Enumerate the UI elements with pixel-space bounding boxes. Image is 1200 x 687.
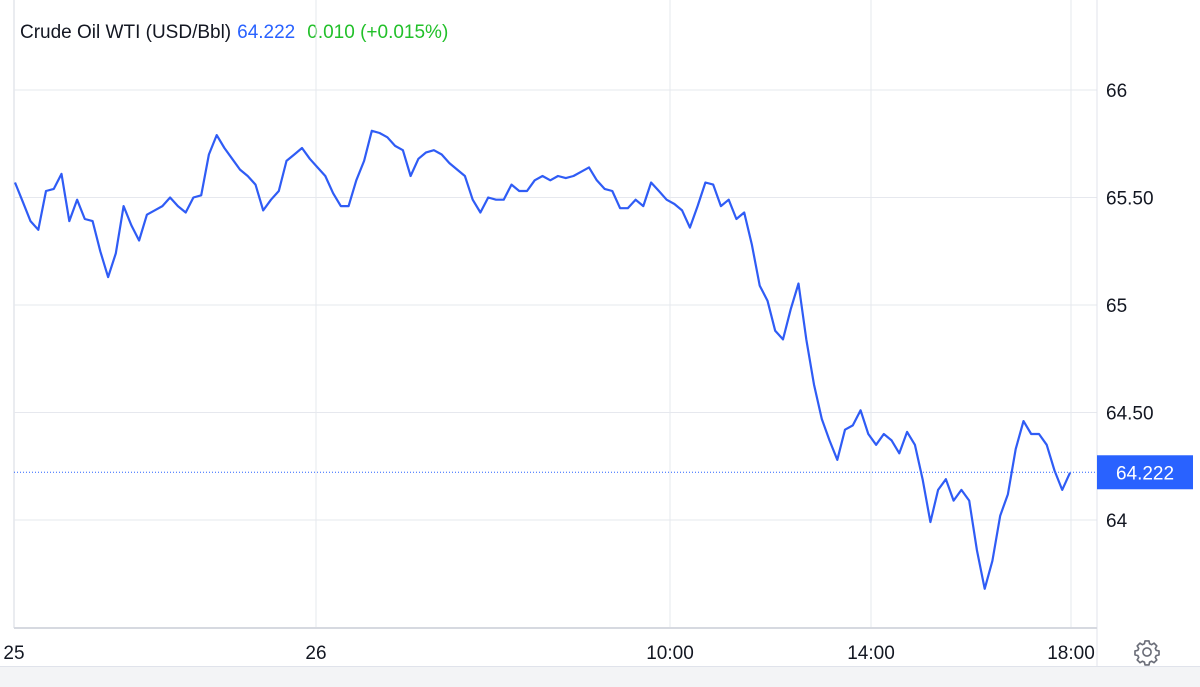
x-tick-label: 26 — [305, 643, 326, 664]
y-tick-label: 64 — [1106, 511, 1128, 532]
footer-bar — [0, 666, 1200, 687]
instrument-name: Crude Oil WTI (USD/Bbl) — [20, 22, 232, 43]
last-price: 64.222 — [237, 22, 296, 43]
price-change: 0.010 (+0.015%) — [307, 22, 449, 43]
chart-legend: Crude Oil WTI (USD/Bbl) 64.222 0.010 (+0.0… — [20, 22, 454, 44]
y-tick-label: 65.50 — [1106, 189, 1154, 210]
y-tick-label: 66 — [1106, 81, 1127, 102]
last-price-tag-label: 64.222 — [1116, 463, 1174, 484]
x-tick-label: 25 — [3, 643, 24, 664]
x-tick-label: 10:00 — [646, 643, 694, 664]
y-tick-label: 64.50 — [1106, 404, 1154, 425]
price-chart[interactable]: 66 65.50 65 64.50 64 25 26 10:00 14:00 18:00 64.22… — [0, 0, 1200, 666]
last-price-tag — [1097, 455, 1193, 490]
y-tick-label: 65 — [1106, 296, 1127, 317]
gear-icon[interactable] — [1133, 638, 1161, 666]
price-line — [13, 129, 1072, 590]
x-tick-label: 18:00 — [1047, 643, 1095, 664]
x-tick-label: 14:00 — [847, 643, 895, 664]
